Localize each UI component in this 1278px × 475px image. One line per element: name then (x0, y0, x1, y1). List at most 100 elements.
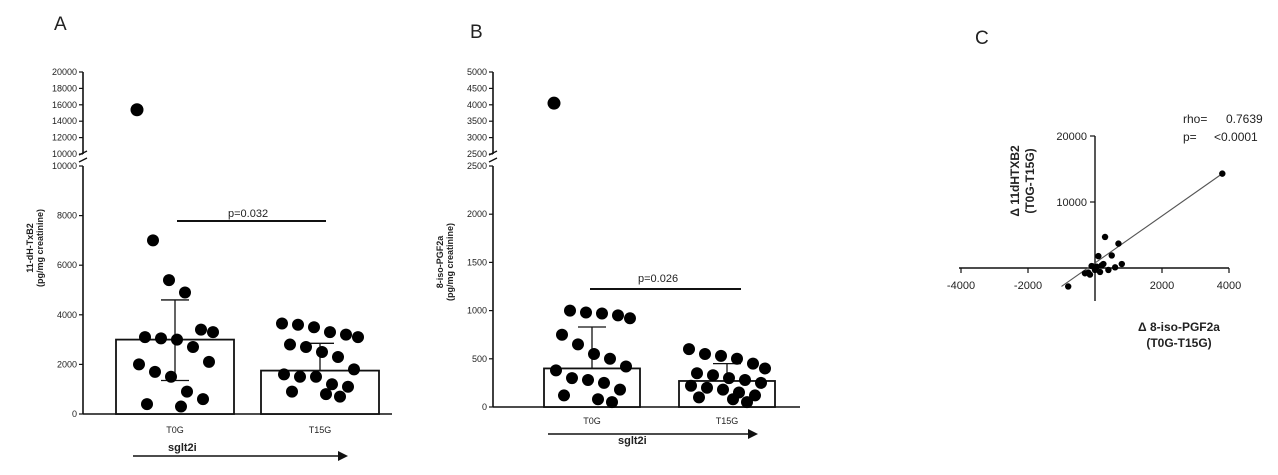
x-tick-label: 4000 (1217, 280, 1241, 292)
data-point-t15g (316, 346, 328, 358)
panel-c-fit-line (1061, 173, 1223, 287)
data-point-t15g (352, 331, 364, 344)
data-point-t15g (685, 379, 697, 392)
y-tick-label: 20000 (52, 67, 77, 77)
y-tick-label: 0 (72, 409, 77, 419)
y-tick-label: 2000 (57, 359, 77, 369)
data-point-t0g (606, 396, 618, 409)
data-point-t15g (739, 374, 751, 387)
y-tick-label: 20000 (1056, 131, 1087, 143)
data-point-t15g (723, 372, 735, 385)
panel-a-y-ticks: 0 2000 4000 6000 8000 10000 10000 12000 14000 160… (52, 67, 83, 419)
data-point-t15g (284, 338, 296, 351)
panel-b-axes (488, 72, 800, 408)
data-point-t15g (334, 390, 346, 403)
panel-b-category-t15g: T15G (716, 416, 739, 426)
panel-c-rho-label: rho= (1183, 112, 1207, 126)
data-point-t15g (340, 328, 352, 341)
data-point-t0g (171, 333, 183, 346)
x-tick-label: -4000 (947, 280, 975, 292)
y-tick-label: 16000 (52, 100, 77, 110)
panel-a-category-t0g: T0G (166, 425, 184, 435)
panel-b: B 0 500 1000 1500 2000 2500 2500 3000 3500 4000 45… (435, 22, 800, 447)
data-point-t15g (691, 367, 703, 380)
scatter-point (1095, 252, 1102, 260)
data-point-t0g (598, 376, 610, 389)
panel-c: C -4000 -2000 2000 4000 10000 20000 Δ 11dHTXB… (947, 28, 1263, 350)
axis-break-mark (488, 150, 498, 156)
panel-a-y-label: 11-dH-TxB2 (25, 223, 35, 273)
y-tick-label: 1000 (467, 306, 487, 316)
scatter-point (1111, 264, 1119, 271)
panel-b-category-t0g: T0G (583, 416, 601, 426)
data-point-t15g (717, 383, 729, 396)
panel-c-y-sublabel: (T0G-T15G) (1023, 148, 1037, 213)
panel-b-points (547, 96, 771, 409)
data-point-t0g (197, 393, 209, 406)
panel-a-group-arrow (133, 451, 348, 461)
panel-b-group-arrow (548, 429, 758, 439)
y-tick-label: 500 (472, 354, 487, 364)
data-point-t0g (547, 96, 561, 110)
data-point-t15g (276, 317, 288, 330)
data-point-t0g (195, 323, 207, 336)
data-point-t15g (326, 378, 338, 391)
y-tick-label: 8000 (57, 211, 77, 221)
panel-c-p-value: <0.0001 (1214, 130, 1258, 144)
data-point-t0g (179, 286, 191, 299)
data-point-t0g (612, 309, 624, 322)
y-tick-label: 2500 (467, 149, 487, 159)
data-point-t15g (727, 393, 739, 406)
panel-a: A 0 2000 4000 6000 8000 10000 10000 12000 14000 1… (25, 14, 392, 461)
x-tick-label: -2000 (1014, 280, 1042, 292)
data-point-t0g (165, 370, 177, 383)
panel-b-y-unit: (pg/mg creatinine) (445, 223, 455, 301)
y-tick-label: 18000 (52, 83, 77, 93)
y-tick-label: 4000 (467, 100, 487, 110)
data-point-t15g (286, 385, 298, 398)
x-tick-label: 2000 (1150, 280, 1174, 292)
panel-b-y-label: 8-iso-PGF2a (435, 235, 445, 289)
panel-c-y-label: Δ 11dHTXB2 (1008, 145, 1022, 217)
y-tick-label: 0 (482, 402, 487, 412)
data-point-t15g (693, 391, 705, 404)
panel-a-category-t15g: T15G (309, 425, 332, 435)
panel-c-p-label: p= (1183, 130, 1197, 144)
data-point-t15g (701, 381, 713, 394)
data-point-t15g (749, 389, 761, 402)
data-point-t15g (731, 352, 743, 365)
y-tick-label: 10000 (52, 161, 77, 171)
panel-c-letter: C (975, 28, 989, 49)
data-point-t0g (130, 103, 144, 117)
scatter-point (1105, 266, 1112, 274)
data-point-t0g (155, 332, 167, 345)
data-point-t15g (310, 370, 322, 383)
scatter-point (1101, 233, 1109, 241)
data-point-t15g (759, 362, 771, 375)
y-tick-label: 2000 (467, 209, 487, 219)
y-tick-label: 10000 (52, 149, 77, 159)
data-point-t0g (139, 331, 151, 344)
panel-a-pvalue: p=0.032 (228, 208, 268, 220)
data-point-t0g (596, 307, 608, 320)
data-point-t15g (747, 357, 759, 370)
scatter-point (1100, 260, 1107, 268)
scatter-point (1108, 252, 1115, 259)
y-tick-label: 4500 (467, 83, 487, 93)
data-point-t15g (308, 321, 320, 334)
data-point-t15g (332, 350, 344, 363)
data-point-t15g (278, 368, 290, 381)
data-point-t0g (550, 364, 562, 377)
data-point-t0g (149, 365, 161, 378)
panel-a-letter: A (54, 14, 67, 35)
panel-b-pvalue: p=0.026 (638, 273, 678, 285)
y-tick-label: 14000 (52, 116, 77, 126)
data-point-t15g (755, 376, 767, 389)
data-point-t0g (604, 352, 616, 365)
scatter-point (1118, 260, 1126, 268)
data-point-t15g (683, 343, 695, 356)
data-point-t0g (556, 328, 568, 341)
data-point-t0g (588, 347, 600, 360)
data-point-t0g (620, 360, 632, 373)
y-tick-label: 1500 (467, 257, 487, 267)
